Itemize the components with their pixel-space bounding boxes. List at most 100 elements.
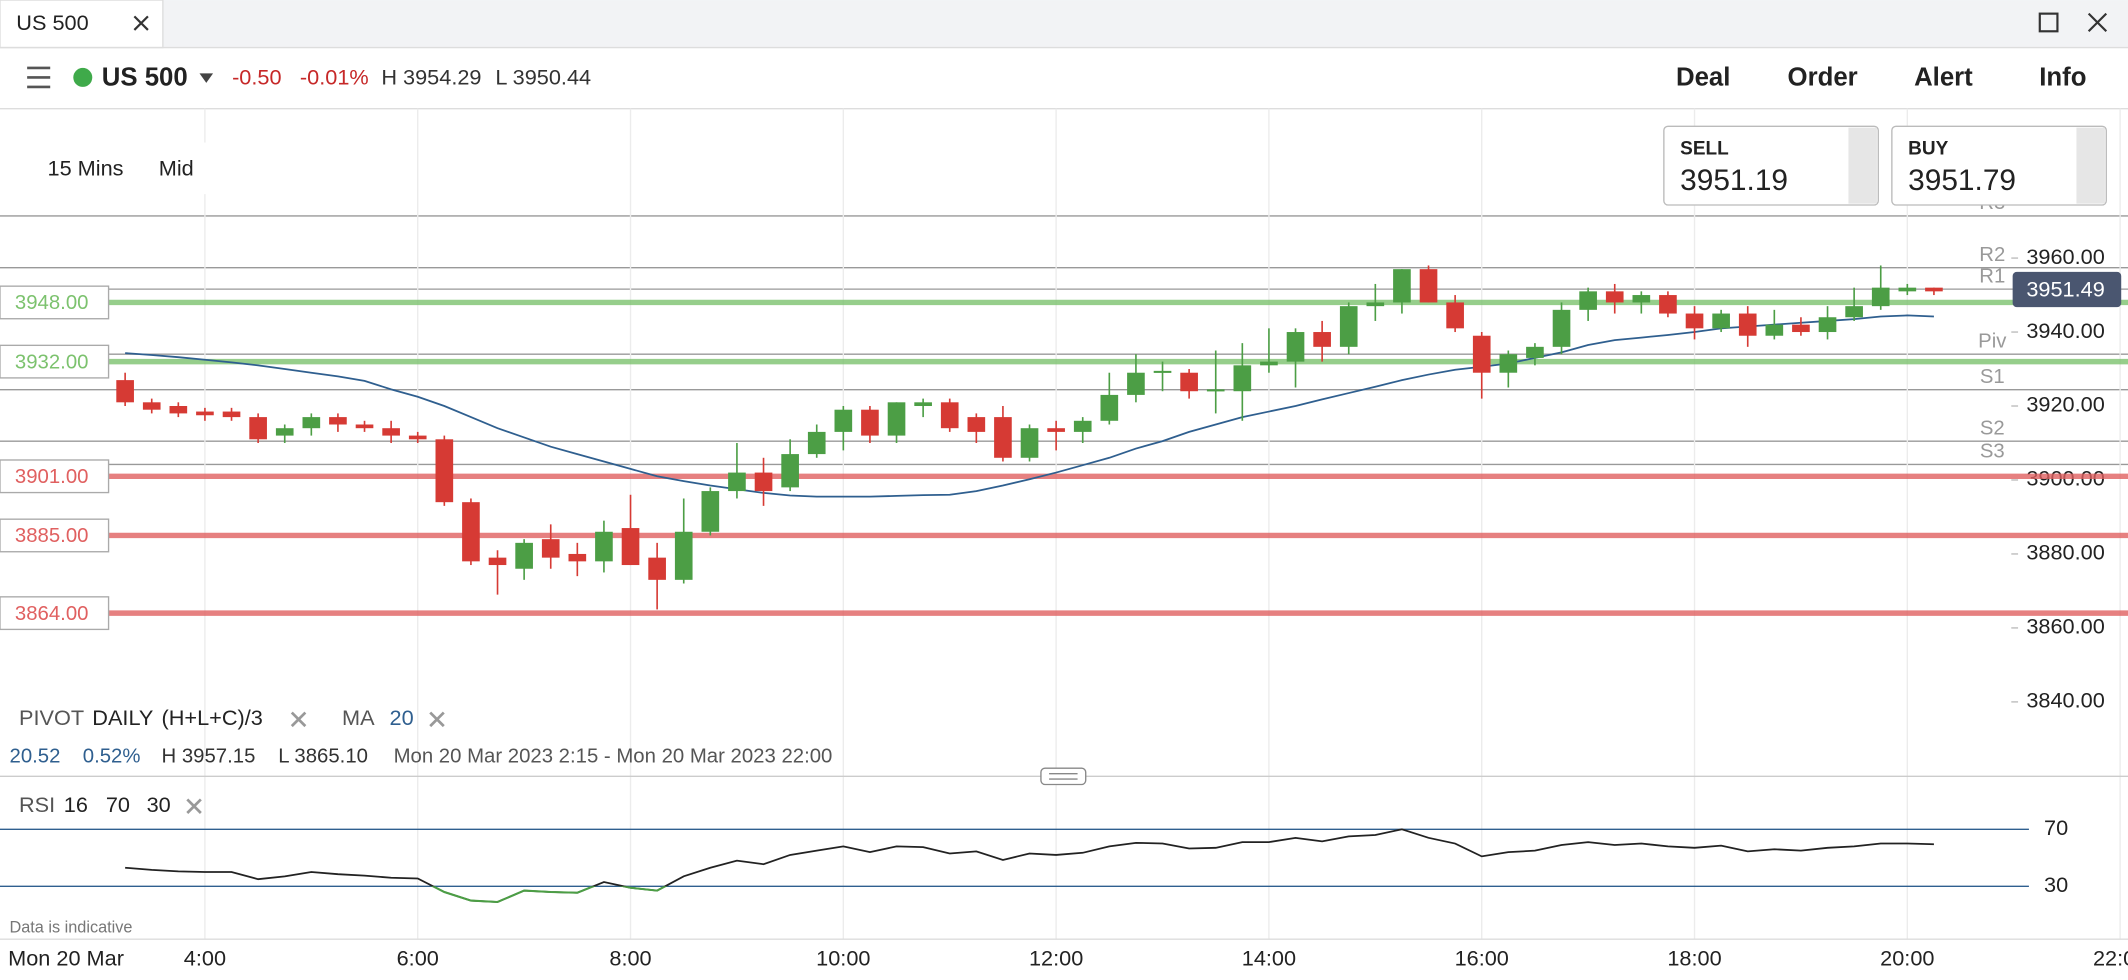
level-label: 3885.00 <box>15 525 89 547</box>
ma-legend: MA <box>342 705 375 730</box>
pivot-label: R1 <box>1979 265 2005 287</box>
pivot-label: Piv <box>1978 330 2007 352</box>
candle-body <box>701 491 720 532</box>
pivot-label: S1 <box>1980 366 2005 388</box>
candle-body <box>1552 309 1571 347</box>
candle-body <box>940 402 959 429</box>
x-tick-label: 4:00 <box>184 945 226 970</box>
rsi-upper: 70 <box>106 792 130 817</box>
tab-title: US 500 <box>16 10 88 35</box>
interval-controls <box>29 142 207 195</box>
candle-body <box>1526 346 1544 358</box>
candle-body <box>914 402 932 407</box>
candle-body <box>1020 428 1039 458</box>
candle-body <box>728 472 746 492</box>
candle-body <box>781 454 799 488</box>
candle-body <box>1393 269 1411 303</box>
candle-body <box>754 472 773 492</box>
candle-body <box>1738 313 1757 336</box>
candle-body <box>1286 332 1305 362</box>
instrument[interactable]: US 500 <box>102 64 188 92</box>
candle-body <box>1073 420 1092 432</box>
level-label: 3948.00 <box>15 292 89 314</box>
pivot-legend: PIVOT <box>19 705 84 730</box>
candle-body <box>1499 354 1518 373</box>
x-tick-label: 16:00 <box>1455 945 1509 970</box>
x-tick-label: 22:00 <box>2093 945 2128 970</box>
deal-button[interactable]: Deal <box>1676 64 1730 92</box>
candle-body <box>515 542 533 569</box>
last-price-tag <box>2012 271 2122 308</box>
y-tick-label: 3860.00 <box>2026 614 2104 639</box>
level-label-box <box>0 285 110 320</box>
interval[interactable]: 15 Mins <box>48 155 124 180</box>
tab[interactable] <box>0 0 164 49</box>
tab-close[interactable] <box>133 15 149 31</box>
candle-body <box>222 411 241 418</box>
candle-body <box>1472 335 1491 373</box>
candle-body <box>1366 302 1385 307</box>
pivot-label: R2 <box>1979 244 2005 266</box>
candle-body <box>355 424 374 429</box>
candle-body <box>1712 313 1730 329</box>
remove-pivot[interactable] <box>290 711 307 728</box>
sell-box[interactable] <box>1663 125 1879 206</box>
high: H 3954.29 <box>381 65 481 90</box>
info-button[interactable]: Info <box>2039 64 2086 92</box>
x-tick-label: 18:00 <box>1667 945 1721 970</box>
resize-handle[interactable] <box>1040 767 1087 786</box>
candle-body <box>1845 306 1863 318</box>
rsi-tick-label: 70 <box>2044 815 2068 840</box>
x-tick-label: 20:00 <box>1880 945 1934 970</box>
level-label-box <box>0 596 110 631</box>
candle-body <box>1206 389 1225 392</box>
candle-body <box>807 431 826 455</box>
change-percent: -0.01% <box>300 65 369 90</box>
range-dates: Mon 20 Mar 2023 2:15 - Mon 20 Mar 2023 2… <box>394 746 833 768</box>
candle-body <box>196 411 214 416</box>
range-low: L 3865.10 <box>278 746 368 768</box>
candle-body <box>408 435 427 440</box>
maximize-button[interactable] <box>2038 12 2059 33</box>
candle-body <box>994 417 1012 458</box>
sell-label: SELL <box>1680 138 1729 159</box>
candle-body <box>1898 287 1917 292</box>
candle-body <box>1313 332 1331 347</box>
candle-body <box>1605 291 1624 303</box>
candle-body <box>275 428 294 436</box>
remove-ma[interactable] <box>429 711 445 728</box>
sell-price: 3951.19 <box>1680 164 1788 197</box>
x-tick-label: 12:00 <box>1029 945 1083 970</box>
rsi-lower: 30 <box>147 792 171 817</box>
candle-body <box>116 380 134 403</box>
menu-icon[interactable] <box>27 66 51 89</box>
candle-body <box>1419 269 1438 303</box>
pivot-label: S3 <box>1980 441 2005 463</box>
ma-period: 20 <box>390 705 414 730</box>
x-tick-label: 14:00 <box>1242 945 1296 970</box>
candle-body <box>249 417 267 440</box>
candle-body <box>1632 295 1651 303</box>
order-button[interactable]: Order <box>1788 64 1858 92</box>
footnote: Data is indicative <box>10 919 133 937</box>
remove-rsi[interactable] <box>186 798 202 814</box>
dropdown-icon[interactable] <box>199 73 214 83</box>
candle-body <box>621 528 640 566</box>
candle-body <box>1792 324 1810 333</box>
alert-button[interactable]: Alert <box>1914 64 1973 92</box>
rsi-period: 16 <box>64 792 88 817</box>
buy-box[interactable] <box>1891 125 2107 206</box>
candle-body <box>568 553 587 562</box>
level-label-box <box>0 344 110 379</box>
candle-body <box>488 557 507 566</box>
price-type[interactable]: Mid <box>159 155 194 180</box>
candle-body <box>1765 324 1784 336</box>
range-change-percent: 0.52% <box>83 746 141 768</box>
candle-body <box>967 417 986 432</box>
close-button[interactable] <box>2087 12 2108 33</box>
candle-body <box>834 409 853 432</box>
level-label: 3864.00 <box>15 603 89 625</box>
low: L 3950.44 <box>495 65 591 90</box>
candle-body <box>435 439 454 503</box>
